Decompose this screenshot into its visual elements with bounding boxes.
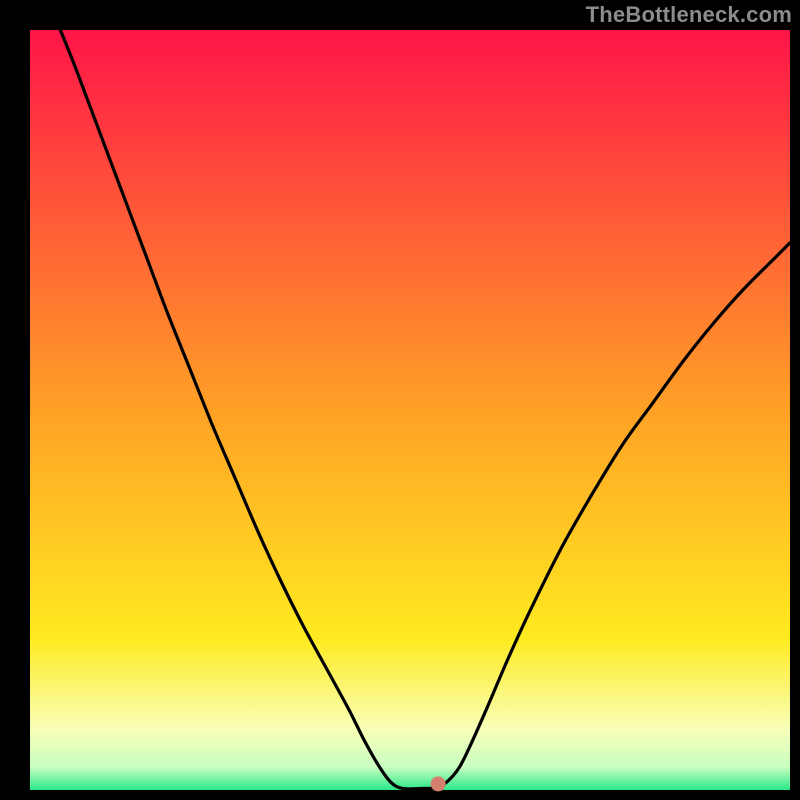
curve-path (60, 30, 790, 789)
optimum-marker (431, 777, 445, 791)
bottleneck-curve (0, 0, 800, 800)
chart-container: TheBottleneck.com (0, 0, 800, 800)
